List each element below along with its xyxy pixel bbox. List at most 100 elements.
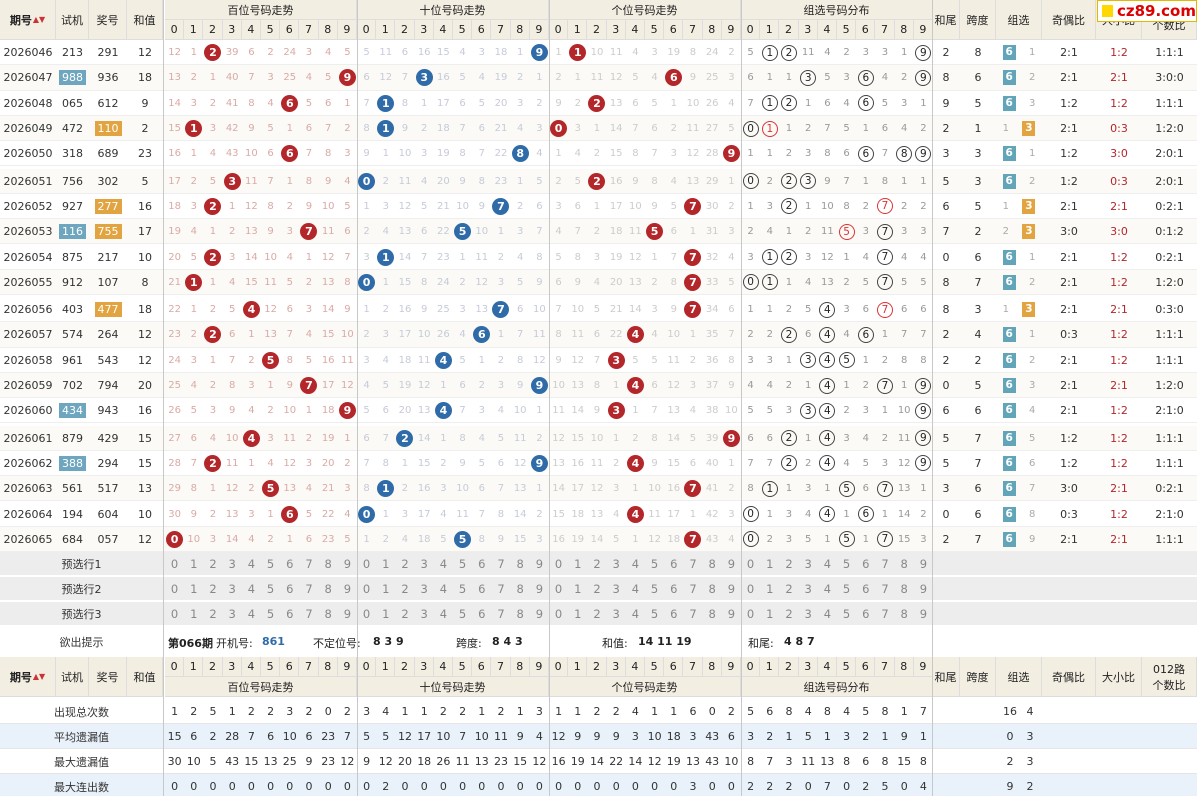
preselect-digit[interactable]: 9 (535, 607, 544, 621)
issue-header[interactable]: 期号 ▲▼ (0, 657, 56, 697)
preselect-digit[interactable]: 2 (785, 557, 793, 571)
preselect-digit[interactable]: 5 (266, 582, 275, 596)
preselect-digit[interactable]: 8 (324, 607, 332, 621)
site-logo[interactable]: cz89.com (1097, 0, 1197, 22)
preselect-digit[interactable]: 8 (324, 557, 332, 571)
preselect-digit[interactable]: 2 (401, 557, 409, 571)
preselect-digit[interactable]: 4 (631, 582, 640, 596)
preselect-digit[interactable]: 8 (900, 607, 908, 621)
preselect-digit[interactable]: 1 (766, 607, 774, 621)
preselect-digit[interactable]: 1 (190, 582, 198, 596)
preselect-digit[interactable]: 0 (362, 607, 371, 621)
preselect-digit[interactable]: 1 (382, 582, 390, 596)
preselect-digit[interactable]: 6 (670, 582, 678, 596)
preselect-digit[interactable]: 2 (785, 607, 793, 621)
preselect-digit[interactable]: 6 (478, 557, 486, 571)
preselect-digit[interactable]: 3 (420, 582, 428, 596)
preselect-digit[interactable]: 8 (900, 557, 908, 571)
preselect-digit[interactable]: 7 (305, 582, 313, 596)
preselect-digit[interactable]: 4 (439, 557, 448, 571)
preselect-digit[interactable]: 3 (612, 607, 620, 621)
preselect-digit[interactable]: 5 (458, 582, 467, 596)
preselect-digit[interactable]: 4 (823, 582, 832, 596)
preselect-digit[interactable]: 0 (746, 557, 755, 571)
preselect-digit[interactable]: 4 (631, 557, 640, 571)
preselect-digit[interactable]: 8 (900, 582, 908, 596)
preselect-digit[interactable]: 3 (804, 582, 812, 596)
preselect-digit[interactable]: 5 (458, 607, 467, 621)
preselect-digit[interactable]: 3 (420, 557, 428, 571)
preselect-digit[interactable]: 9 (727, 607, 736, 621)
preselect-digit[interactable]: 9 (343, 582, 352, 596)
preselect-digit[interactable]: 6 (862, 607, 870, 621)
preselect-digit[interactable]: 0 (746, 607, 755, 621)
preselect-digit[interactable]: 1 (574, 582, 582, 596)
preselect-digit[interactable]: 0 (746, 582, 755, 596)
preselect-digit[interactable]: 4 (631, 607, 640, 621)
preselect-digit[interactable]: 7 (305, 557, 313, 571)
preselect-digit[interactable]: 5 (842, 607, 851, 621)
preselect-digit[interactable]: 1 (382, 557, 390, 571)
preselect-digit[interactable]: 2 (785, 582, 793, 596)
preselect-digit[interactable]: 3 (804, 557, 812, 571)
preselect-digit[interactable]: 1 (190, 557, 198, 571)
preselect-digit[interactable]: 0 (362, 557, 371, 571)
preselect-digit[interactable]: 3 (228, 557, 236, 571)
preselect-digit[interactable]: 3 (612, 582, 620, 596)
sort-icon[interactable]: ▲▼ (32, 672, 46, 681)
preselect-digit[interactable]: 7 (305, 607, 313, 621)
preselect-digit[interactable]: 1 (766, 557, 774, 571)
preselect-digit[interactable]: 7 (497, 607, 505, 621)
preselect-digit[interactable]: 8 (324, 582, 332, 596)
preselect-digit[interactable]: 6 (862, 582, 870, 596)
preselect-digit[interactable]: 5 (458, 557, 467, 571)
preselect-digit[interactable]: 3 (228, 607, 236, 621)
preselect-digit[interactable]: 5 (842, 557, 851, 571)
preselect-digit[interactable]: 9 (343, 557, 352, 571)
preselect-digit[interactable]: 7 (497, 582, 505, 596)
preselect-digit[interactable]: 7 (881, 607, 889, 621)
preselect-digit[interactable]: 9 (919, 557, 928, 571)
preselect-digit[interactable]: 9 (727, 582, 736, 596)
preselect-digit[interactable]: 4 (439, 582, 448, 596)
preselect-digit[interactable]: 8 (516, 582, 524, 596)
preselect-digit[interactable]: 2 (593, 607, 601, 621)
preselect-digit[interactable]: 6 (670, 607, 678, 621)
preselect-digit[interactable]: 9 (727, 557, 736, 571)
preselect-digit[interactable]: 1 (190, 607, 198, 621)
preselect-digit[interactable]: 4 (247, 582, 256, 596)
preselect-digit[interactable]: 7 (689, 557, 697, 571)
preselect-digit[interactable]: 9 (919, 582, 928, 596)
preselect-digit[interactable]: 5 (650, 582, 659, 596)
preselect-digit[interactable]: 4 (823, 607, 832, 621)
preselect-digit[interactable]: 3 (228, 582, 236, 596)
preselect-digit[interactable]: 2 (401, 607, 409, 621)
preselect-digit[interactable]: 1 (382, 607, 390, 621)
preselect-digit[interactable]: 0 (170, 582, 179, 596)
preselect-digit[interactable]: 0 (554, 557, 563, 571)
preselect-digit[interactable]: 0 (554, 582, 563, 596)
preselect-digit[interactable]: 6 (286, 582, 294, 596)
preselect-digit[interactable]: 4 (247, 557, 256, 571)
preselect-digit[interactable]: 2 (593, 582, 601, 596)
preselect-digit[interactable]: 0 (554, 607, 563, 621)
preselect-digit[interactable]: 3 (420, 607, 428, 621)
preselect-digit[interactable]: 7 (689, 607, 697, 621)
preselect-digit[interactable]: 3 (804, 607, 812, 621)
preselect-digit[interactable]: 6 (478, 607, 486, 621)
preselect-digit[interactable]: 2 (401, 582, 409, 596)
preselect-digit[interactable]: 5 (266, 557, 275, 571)
preselect-digit[interactable]: 9 (535, 557, 544, 571)
preselect-digit[interactable]: 9 (343, 607, 352, 621)
preselect-digit[interactable]: 4 (823, 557, 832, 571)
preselect-digit[interactable]: 1 (766, 582, 774, 596)
preselect-digit[interactable]: 1 (574, 557, 582, 571)
preselect-digit[interactable]: 9 (919, 607, 928, 621)
preselect-digit[interactable]: 5 (842, 582, 851, 596)
preselect-digit[interactable]: 9 (535, 582, 544, 596)
preselect-digit[interactable]: 6 (478, 582, 486, 596)
preselect-digit[interactable]: 7 (881, 582, 889, 596)
preselect-digit[interactable]: 6 (286, 557, 294, 571)
preselect-digit[interactable]: 6 (670, 557, 678, 571)
issue-header[interactable]: 期号 ▲▼ (0, 0, 56, 40)
